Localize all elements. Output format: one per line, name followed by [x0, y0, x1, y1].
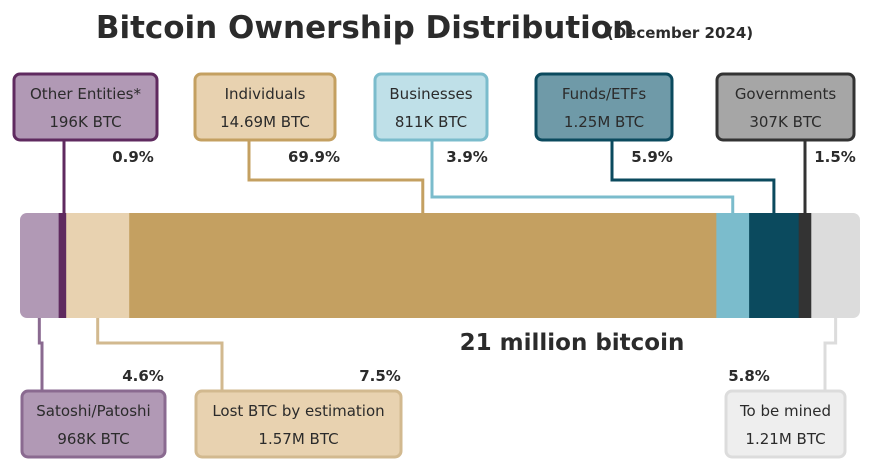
segment-name-lost-btc-by-estimation: Lost BTC by estimation — [212, 402, 384, 420]
segment-value-satoshi-patoshi: 968K BTC — [57, 430, 129, 448]
bar-segment-individuals — [129, 213, 717, 318]
bar-segment-lost-btc-by-estimation — [66, 213, 130, 318]
percent-label-funds-etfs: 5.9% — [631, 148, 673, 166]
label-box-other-entities — [12, 72, 159, 142]
segment-name-businesses: Businesses — [389, 85, 472, 103]
segment-value-to-be-mined: 1.21M BTC — [745, 430, 825, 448]
connector-individuals — [247, 140, 425, 213]
connector-businesses — [430, 140, 735, 213]
segment-name-to-be-mined: To be mined — [739, 402, 831, 420]
chart-title: Bitcoin Ownership Distribution — [96, 10, 634, 46]
percent-label-lost-btc-by-estimation: 7.5% — [359, 367, 401, 385]
stacked-bar — [20, 213, 860, 318]
segment-name-satoshi-patoshi: Satoshi/Patoshi — [36, 402, 150, 420]
bar-segment-satoshi-patoshi — [20, 213, 60, 318]
label-box-to-be-mined — [724, 389, 847, 459]
percent-label-individuals: 69.9% — [288, 148, 340, 166]
label-box-lost-btc-by-estimation — [194, 389, 403, 459]
connector-to-be-mined — [823, 318, 838, 391]
segment-name-other-entities: Other Entities* — [30, 85, 141, 103]
bar-segment-funds-etfs — [749, 213, 800, 318]
bar-segment-to-be-mined — [811, 213, 860, 318]
chart-subtitle: (December 2024) — [607, 24, 753, 42]
percent-label-other-entities: 0.9% — [112, 148, 154, 166]
segment-value-governments: 307K BTC — [749, 113, 821, 131]
segment-value-individuals: 14.69M BTC — [220, 113, 310, 131]
percent-label-to-be-mined: 5.8% — [728, 367, 770, 385]
bar-segment-governments — [798, 213, 812, 318]
connector-funds-etfs — [610, 140, 776, 213]
label-box-individuals — [193, 72, 337, 142]
label-box-businesses — [373, 72, 489, 142]
bar-segment-businesses — [716, 213, 750, 318]
label-box-funds-etfs — [534, 72, 674, 142]
segment-name-funds-etfs: Funds/ETFs — [562, 85, 646, 103]
label-boxes: Satoshi/Patoshi 968K BTC Other Entities* 19… — [12, 72, 856, 459]
total-label: 21 million bitcoin — [460, 330, 685, 356]
segment-name-governments: Governments — [735, 85, 837, 103]
percent-labels: 4.6% 0.9% 7.5% 69.9% 3.9% 5.9% 1.5% 5.8% — [112, 148, 856, 385]
percent-label-satoshi-patoshi: 4.6% — [122, 367, 164, 385]
percent-label-governments: 1.5% — [814, 148, 856, 166]
segment-value-other-entities: 196K BTC — [49, 113, 121, 131]
segment-name-individuals: Individuals — [225, 85, 306, 103]
percent-label-businesses: 3.9% — [446, 148, 488, 166]
bar-segment-other-entities — [58, 213, 67, 318]
connector-lines — [37, 140, 838, 391]
label-box-satoshi-patoshi — [20, 389, 167, 459]
label-box-governments — [715, 72, 856, 142]
segment-value-lost-btc-by-estimation: 1.57M BTC — [258, 430, 338, 448]
connector-lost-btc-by-estimation — [96, 318, 224, 391]
connector-satoshi-patoshi — [37, 318, 44, 391]
segment-value-funds-etfs: 1.25M BTC — [564, 113, 644, 131]
segment-value-businesses: 811K BTC — [395, 113, 467, 131]
